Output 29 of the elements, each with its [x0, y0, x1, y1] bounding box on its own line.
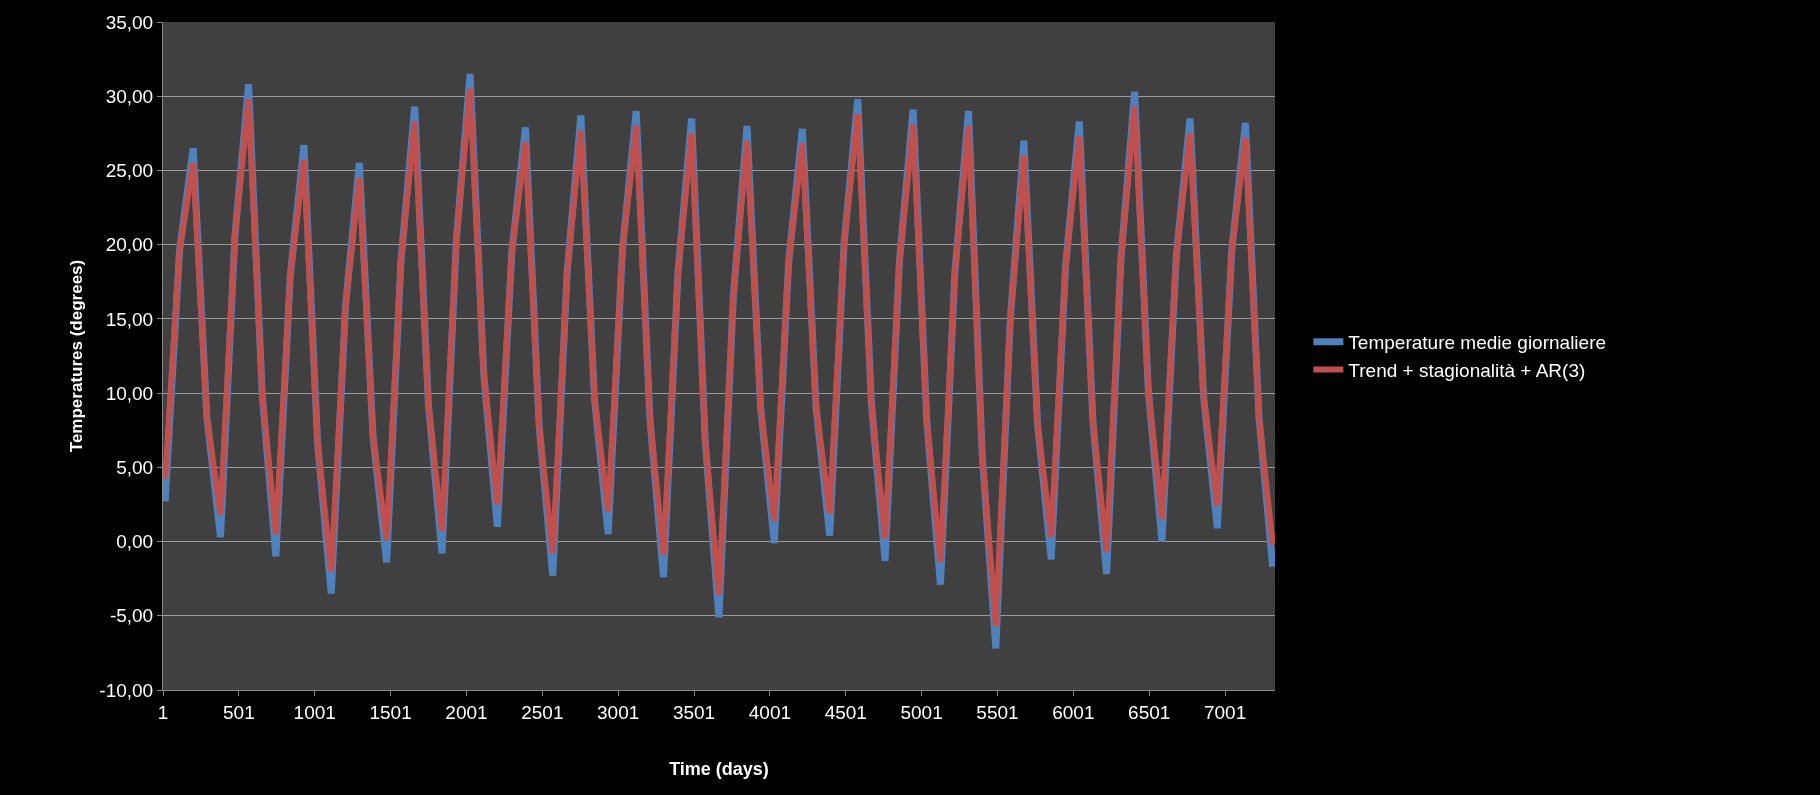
- x-tick-label: 4501: [824, 701, 867, 723]
- x-tick-label: 3501: [672, 701, 716, 723]
- x-tick-label: 1001: [293, 701, 336, 723]
- y-tick-label: -5,00: [109, 605, 154, 627]
- y-tick-label: 25,00: [105, 160, 154, 182]
- y-tick-label: -10,00: [99, 679, 154, 701]
- x-tick-label: 4001: [748, 701, 792, 723]
- x-tick-label: 1: [157, 701, 169, 723]
- x-tick-label: 5001: [900, 701, 943, 723]
- legend-label: Temperature medie giornaliere: [1348, 332, 1607, 354]
- y-tick-label: 20,00: [105, 234, 154, 256]
- legend-label: Trend + stagionalità + AR(3): [1348, 359, 1586, 381]
- y-tick-label: 15,00: [105, 308, 154, 330]
- y-tick-label: 5,00: [116, 456, 154, 478]
- x-tick-label: 6001: [1052, 701, 1095, 723]
- x-tick-label: 5501: [976, 701, 1019, 723]
- x-tick-label: 2501: [521, 701, 564, 723]
- y-tick-label: 30,00: [105, 85, 154, 107]
- x-tick-label: 1501: [369, 701, 412, 723]
- y-tick-label: 10,00: [105, 382, 154, 404]
- x-axis-title: Time (days): [669, 758, 769, 779]
- y-axis-title: Temperatures (degrees): [66, 259, 86, 453]
- x-tick-label: 6501: [1128, 701, 1171, 723]
- x-tick-label: 7001: [1203, 701, 1247, 723]
- x-tick-label: 3001: [597, 701, 640, 723]
- x-tick-label: 2001: [445, 701, 488, 723]
- y-tick-label: 35,00: [105, 11, 154, 33]
- y-tick-label: 0,00: [116, 531, 154, 553]
- x-tick-label: 501: [223, 701, 255, 723]
